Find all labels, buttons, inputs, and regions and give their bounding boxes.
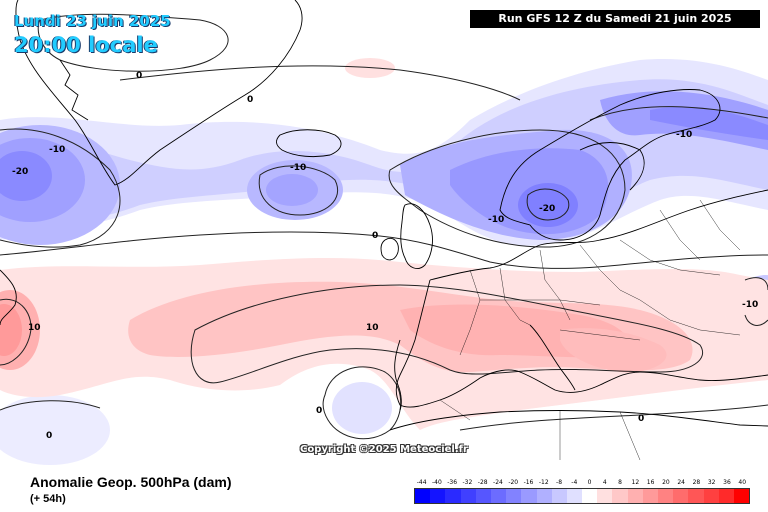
contour-label: 10 [366,323,379,333]
legend-swatch [612,489,628,503]
legend-swatch [460,489,476,503]
legend-swatch [445,489,461,503]
contour-label: 0 [136,71,142,81]
contour-label: -20 [539,204,555,214]
forecast-date: Lundi 23 juin 2025 [14,12,171,30]
legend-label: 12 [631,479,640,486]
legend-swatch [551,489,567,503]
anomaly-map: -20 -10 0 0 -10 -10 -10 -20 0 10 10 0 0 … [0,0,768,465]
legend-label: -12 [538,479,549,486]
legend-swatch [506,489,522,503]
legend-label: -16 [523,479,534,486]
legend-label: 36 [723,479,731,486]
legend-label: 20 [662,479,670,486]
legend-label: 16 [646,479,655,486]
contour-label: -10 [49,145,65,155]
legend-label: -36 [447,479,458,486]
contour-label: -10 [676,130,692,140]
legend-swatch [673,489,689,503]
contour-label: -10 [742,300,758,310]
legend-swatch [718,489,734,503]
contour-label: -10 [290,163,306,173]
legend-swatch [703,489,719,503]
positive-anomaly-fields [0,258,768,430]
legend-color-bar [414,488,750,504]
model-run-banner: Run GFS 12 Z du Samedi 21 juin 2025 [470,10,760,28]
legend-label: -4 [571,479,578,486]
legend-swatch [475,489,491,503]
legend-label: 24 [677,479,685,486]
copyright-notice: Copyright ©2025 Meteociel.fr [300,444,468,455]
legend-label: 28 [692,479,701,486]
contour-label: 0 [316,406,322,416]
legend-label: -32 [462,479,473,486]
contour-label: -10 [488,215,504,225]
contour-lines [0,13,768,440]
borders [439,199,741,461]
legend-labels: -44 -40 -36 -32 -28 -24 -20 -16 -12 -8 -4 0 4 8 12 16 20… [414,478,750,488]
contour-label: 0 [46,431,52,441]
legend-swatch [597,489,613,503]
map-graphic: -20 -10 0 0 -10 -10 -10 -20 0 10 10 0 0 … [0,0,768,465]
legend-label: 0 [587,479,592,486]
legend-label: 32 [707,479,716,486]
legend-swatch [658,489,674,503]
legend-label: 8 [618,479,622,486]
legend-swatch [688,489,704,503]
legend-swatch [490,489,507,503]
legend-swatch [642,489,658,503]
forecast-lead-time: (+ 54h) [30,493,66,505]
legend-swatch [430,489,446,503]
contour-label-group: -20 -10 0 0 -10 -10 -10 -20 0 10 10 0 0 … [12,71,758,441]
coastlines [0,0,768,431]
map-parameter-title: Anomalie Geop. 500hPa (dam) [30,474,232,490]
legend-label: -8 [556,479,563,486]
legend-label: -44 [416,479,427,486]
legend-label: 4 [602,479,607,486]
color-legend: -44 -40 -36 -32 -28 -24 -20 -16 -12 -8 -4 0 4 8 12 16 20… [414,478,750,504]
legend-swatch [733,489,750,503]
contour-label: 0 [638,414,644,424]
contour-label: 0 [247,95,253,105]
legend-label: -20 [508,479,519,486]
legend-swatch [536,489,552,503]
legend-label: -40 [431,479,442,486]
legend-swatch [566,489,583,503]
legend-swatch [415,489,431,503]
legend-swatch [627,489,643,503]
legend-label: -28 [477,479,488,486]
legend-swatch [582,489,598,503]
legend-swatch [521,489,537,503]
legend-label: 40 [738,479,747,486]
legend-label: -24 [493,479,503,486]
contour-label: -20 [12,167,28,177]
forecast-time: 20:00 locale [14,33,158,57]
contour-label: 10 [28,323,41,333]
contour-label: 0 [372,231,378,241]
